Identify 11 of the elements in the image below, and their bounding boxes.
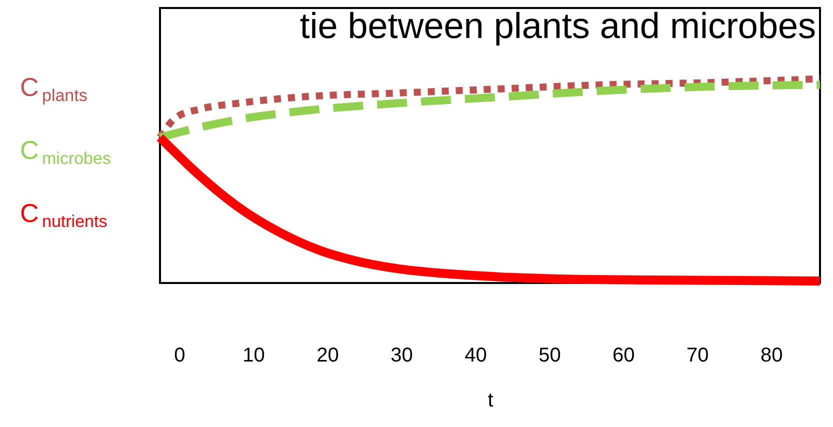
x-tick-label: 40 bbox=[464, 344, 487, 366]
x-tick-label: 0 bbox=[174, 344, 186, 366]
x-tick-label: 30 bbox=[390, 344, 413, 366]
x-tick-label: 80 bbox=[760, 344, 783, 366]
x-tick-label: 10 bbox=[242, 344, 265, 366]
x-tick-label: 70 bbox=[686, 344, 709, 366]
x-tick-label: 60 bbox=[612, 344, 635, 366]
x-tick-label: 20 bbox=[316, 344, 339, 366]
chart-title: tie between plants and microbes bbox=[300, 5, 816, 46]
x-axis-title: t bbox=[488, 390, 494, 412]
x-tick-label: 50 bbox=[538, 344, 561, 366]
